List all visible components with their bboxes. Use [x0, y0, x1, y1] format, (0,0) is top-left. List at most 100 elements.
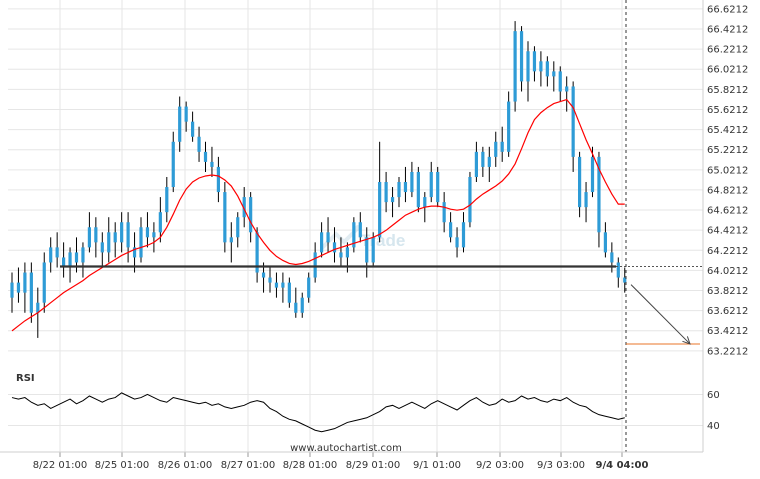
- ohlc-body: [590, 156, 595, 193]
- x-tick-label: 8/26 01:00: [158, 460, 212, 471]
- price-y-tick-label: 64.6212: [707, 206, 748, 217]
- ohlc-body: [210, 161, 214, 167]
- ohlc-body: [519, 31, 524, 82]
- ohlc-body: [332, 242, 337, 253]
- ohlc-body: [397, 182, 401, 198]
- ohlc-body: [442, 202, 446, 223]
- price-y-tick-label: 66.2212: [707, 45, 748, 56]
- ohlc-body: [545, 61, 549, 77]
- ohlc-body: [249, 197, 253, 233]
- price-y-tick-label: 63.6212: [707, 306, 748, 317]
- ohlc-body: [307, 277, 311, 298]
- ohlc-body: [513, 31, 517, 102]
- rsi-line: [11, 392, 625, 433]
- ohlc-body: [274, 282, 279, 288]
- x-tick-label: 8/25 01:00: [95, 460, 149, 471]
- ohlc-body: [107, 232, 111, 253]
- x-tick-label: 8/22 01:00: [33, 460, 87, 471]
- ohlc-body: [610, 252, 614, 263]
- ohlc-body: [507, 101, 511, 152]
- ohlc-body: [126, 222, 130, 248]
- ohlc-body: [603, 232, 607, 253]
- price-y-tick-label: 66.0212: [707, 65, 748, 76]
- projection-arrow-head-icon: [682, 336, 691, 345]
- rsi-title: RSI: [16, 373, 35, 384]
- ohlc-body: [23, 272, 27, 293]
- ohlc-body: [81, 247, 85, 263]
- ohlc-body: [287, 282, 291, 303]
- ohlc-body: [113, 232, 117, 243]
- x-tick-label: 9/4 04:00: [596, 460, 649, 471]
- ohlc-body: [378, 182, 382, 238]
- ohlc-body: [474, 151, 478, 177]
- ohlc-body: [345, 247, 349, 258]
- ohlc-body: [10, 282, 14, 298]
- ohlc-body: [36, 302, 40, 313]
- ohlc-body: [494, 141, 498, 157]
- ohlc-body: [410, 171, 414, 193]
- ohlc-body: [87, 227, 91, 248]
- ohlc-body: [223, 192, 227, 243]
- x-tick-label: 8/29 01:00: [346, 460, 400, 471]
- ohlc-body: [268, 277, 272, 283]
- ohlc-body: [49, 247, 53, 263]
- price-y-tick-label: 64.8212: [707, 185, 748, 196]
- rsi-y-tick-label: 60: [707, 390, 720, 401]
- ohlc-body: [455, 237, 459, 248]
- ohlc-body: [184, 106, 188, 122]
- ohlc-body: [429, 171, 433, 198]
- ohlc-body: [16, 282, 21, 293]
- ohlc-body: [152, 232, 156, 238]
- ohlc-body: [623, 277, 627, 283]
- ohlc-body: [390, 197, 395, 203]
- ohlc-body: [139, 227, 143, 258]
- ohlc-body: [294, 302, 298, 313]
- ohlc-body: [242, 197, 246, 218]
- ohlc-body: [616, 262, 620, 278]
- ohlc-body: [539, 61, 543, 72]
- price-y-tick-label: 66.4212: [707, 25, 748, 36]
- price-y-tick-label: 66.6212: [707, 4, 748, 15]
- price-y-tick-label: 63.8212: [707, 286, 748, 297]
- ohlc-body: [197, 136, 201, 152]
- ohlc-body: [120, 222, 124, 243]
- ohlc-body: [281, 282, 285, 288]
- ohlc-body: [578, 156, 582, 208]
- ohlc-body: [171, 141, 175, 188]
- price-y-tick-label: 64.2212: [707, 246, 748, 257]
- ohlc-body: [365, 237, 369, 263]
- moving-average-line: [11, 98, 625, 332]
- ohlc-body: [74, 252, 79, 263]
- ohlc-body: [216, 166, 220, 193]
- ohlc-body: [468, 176, 472, 223]
- ohlc-body: [449, 222, 453, 238]
- price-y-tick-label: 64.0212: [707, 266, 748, 277]
- price-y-tick-label: 65.4212: [707, 125, 748, 136]
- ohlc-body: [461, 222, 466, 248]
- footer-url: www.autochartist.com: [290, 443, 402, 454]
- ohlc-body: [532, 51, 537, 72]
- ohlc-body: [132, 247, 137, 258]
- rsi-y-tick-label: 40: [707, 421, 720, 432]
- x-tick-label: 8/27 01:00: [221, 460, 275, 471]
- ohlc-body: [326, 232, 330, 243]
- ohlc-body: [68, 252, 72, 268]
- price-y-tick-label: 65.8212: [707, 85, 748, 96]
- ohlc-body: [487, 156, 491, 167]
- ohlc-body: [526, 51, 530, 82]
- x-tick-label: 9/3 03:00: [537, 460, 585, 471]
- ohlc-body: [203, 151, 208, 162]
- ohlc-body: [481, 151, 485, 167]
- price-y-tick-label: 63.2212: [707, 346, 748, 357]
- x-tick-label: 9/2 03:00: [476, 460, 524, 471]
- ohlc-body: [300, 297, 304, 313]
- price-y-tick-label: 63.4212: [707, 326, 748, 337]
- price-y-tick-label: 65.2212: [707, 145, 748, 156]
- ohlc-body: [236, 217, 240, 238]
- ohlc-body: [94, 227, 98, 243]
- ohlc-body: [416, 171, 420, 208]
- price-y-tick-label: 64.4212: [707, 226, 748, 237]
- ohlc-body: [436, 171, 440, 203]
